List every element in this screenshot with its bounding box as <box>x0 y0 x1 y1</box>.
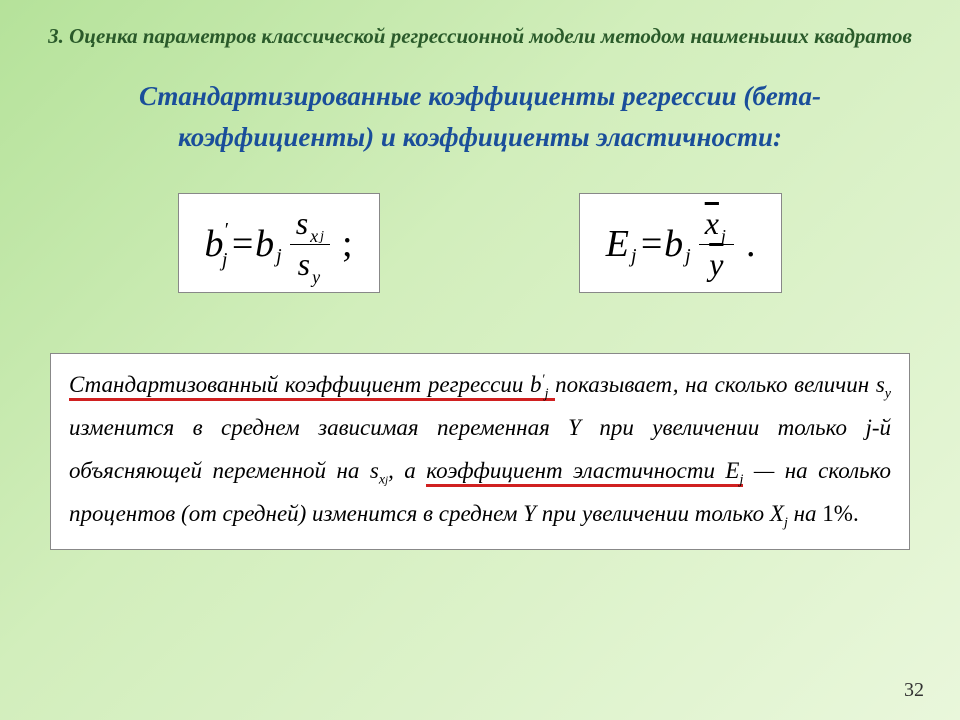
p-sym-s: s <box>876 372 885 397</box>
underlined-phrase-1: Стандартизованный коэффициент регрессии … <box>69 372 555 401</box>
p-sym-s-sub: y <box>885 386 891 401</box>
beta-lhs-sub: j <box>222 250 228 270</box>
beta-punct: ; <box>342 225 353 263</box>
beta-lhs-prime: ′ <box>224 220 228 240</box>
p-t2: показывает, на сколько величин <box>555 372 876 397</box>
slide-number: 32 <box>904 679 924 702</box>
beta-num-s: s <box>296 205 308 241</box>
elast-rhs-b: b <box>664 225 683 263</box>
beta-den-sub-y: y <box>312 267 320 287</box>
elast-eq: = <box>639 225 665 263</box>
elast-num-xbar: x <box>705 205 719 241</box>
p-one-pct: 1% <box>822 501 853 526</box>
elast-den-ybar: y <box>709 246 723 282</box>
beta-num-sub-x: x <box>310 226 318 246</box>
p-t3: изменится в среднем зависимая переменная <box>69 415 568 440</box>
p-sym-X: X <box>770 501 784 526</box>
p-t1: Стандартизованный коэффициент регрессии <box>69 372 530 397</box>
slide-subheading: Стандартизированные коэффициенты регресс… <box>68 76 892 157</box>
p-t9: при увеличении только <box>536 501 770 526</box>
p-sym-Y2: Y <box>523 501 536 526</box>
p-sym-b: b <box>530 372 542 397</box>
p-t7: коэффициент эластичности <box>426 458 725 483</box>
elast-frac-num: xj <box>699 204 734 244</box>
elast-lhs-E: E <box>606 225 629 263</box>
beta-num-subsub-j: j <box>320 229 324 244</box>
elast-punct: . <box>746 225 756 263</box>
p-sym-prime: ′ <box>542 372 545 387</box>
beta-fraction: sxj sy <box>290 204 330 283</box>
elast-lhs-sub: j <box>631 246 637 266</box>
p-t6: , а <box>388 458 426 483</box>
elast-num-sub: j <box>721 226 726 246</box>
p-sym-b-sub: j <box>545 386 549 401</box>
underlined-phrase-2: коэффициент эластичности Ej <box>426 458 743 487</box>
beta-frac-den: sy <box>292 245 328 284</box>
elast-frac-den: y <box>703 245 729 284</box>
formula-row: b′j = bj sxj sy ; Ej = bj xj <box>78 193 882 292</box>
p-sym-E: E <box>725 458 739 483</box>
p-sym-Y1: Y <box>568 415 581 440</box>
beta-den-s: s <box>298 246 310 282</box>
elast-rhs-b-sub: j <box>685 246 691 266</box>
p-t11: . <box>853 501 859 526</box>
section-heading: 3. Оценка параметров классической регрес… <box>38 22 922 50</box>
p-t10: на <box>788 501 822 526</box>
beta-frac-num: sxj <box>290 204 330 244</box>
p-sym-sx: s <box>370 458 379 483</box>
p-t4: при увеличении только <box>581 415 865 440</box>
beta-eq: = <box>229 225 255 263</box>
formula-beta: b′j = bj sxj sy ; <box>178 193 380 292</box>
beta-rhs-b: b <box>255 225 274 263</box>
explanation-paragraph: Стандартизованный коэффициент регрессии … <box>50 353 910 550</box>
beta-rhs-b-sub: j <box>276 246 282 266</box>
formula-elasticity: Ej = bj xj y . <box>579 193 783 292</box>
slide: 3. Оценка параметров классической регрес… <box>0 0 960 720</box>
elast-fraction: xj y <box>699 204 734 283</box>
beta-lhs-b: b <box>205 225 224 263</box>
